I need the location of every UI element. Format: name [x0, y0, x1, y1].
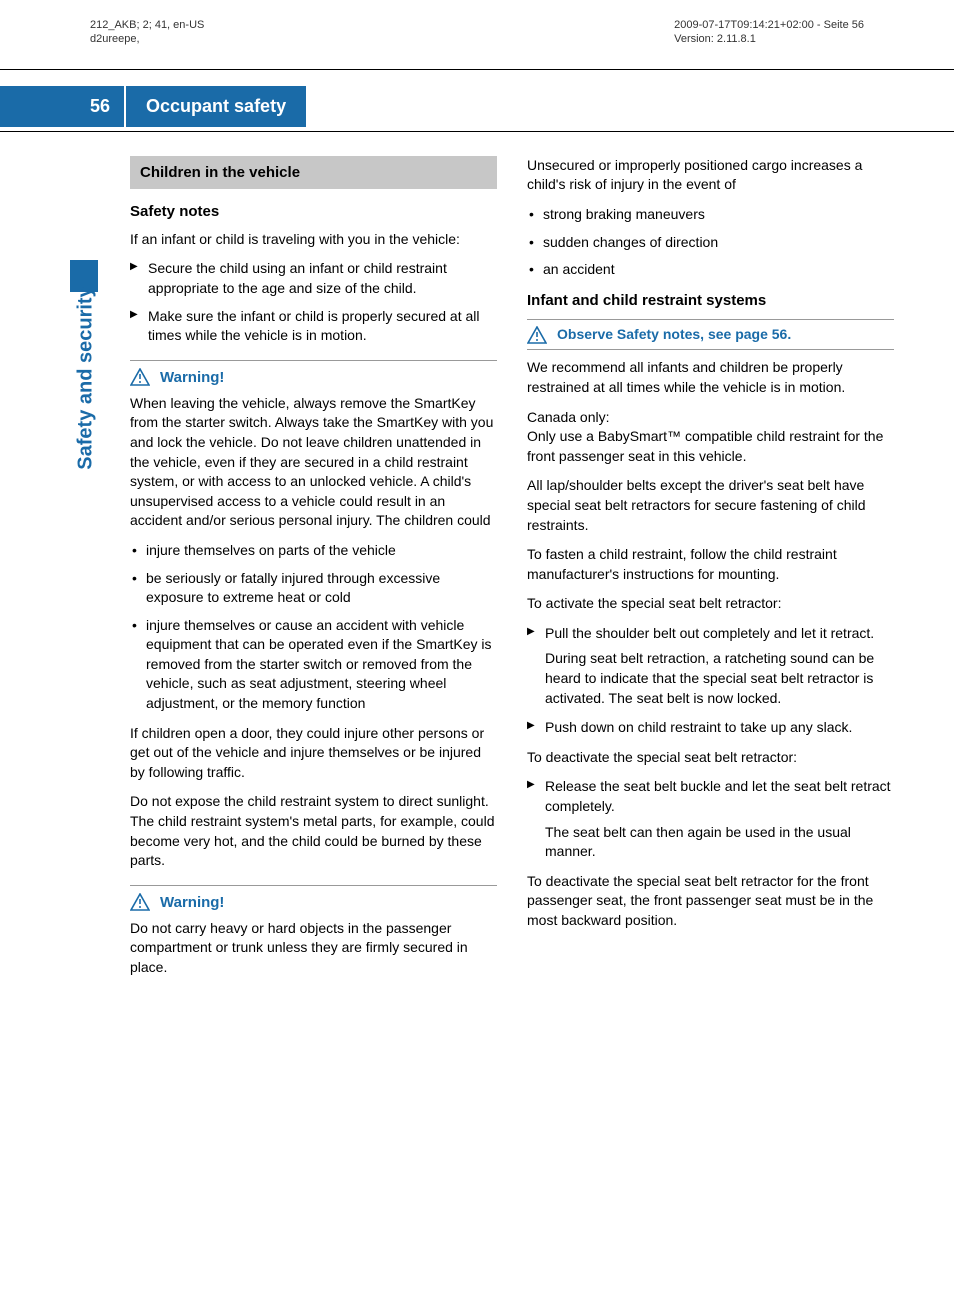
meta-right-line1: 2009-07-17T09:14:21+02:00 - Seite 56: [674, 18, 864, 32]
warning-after1: If children open a door, they could inju…: [130, 724, 497, 783]
warning2-body: Do not carry heavy or hard objects in th…: [130, 919, 497, 978]
activate-steps2: Push down on child restraint to take up …: [527, 718, 894, 738]
observe-note: Observe Safety notes, see page 56.: [527, 319, 894, 351]
warning-icon: [130, 368, 150, 386]
step1-note: During seat belt retraction, a ratchetin…: [527, 649, 894, 708]
subhead-restraint: Infant and child restraint systems: [527, 290, 894, 311]
step-item: Make sure the infant or child is properl…: [130, 307, 497, 346]
meta-left: 212_AKB; 2; 41, en-US d2ureepe,: [90, 18, 204, 47]
p4: To fasten a child restraint, follow the …: [527, 545, 894, 584]
meta-left-line2: d2ureepe,: [90, 32, 204, 46]
p6: To deactivate the special seat belt retr…: [527, 748, 894, 768]
intro-text: If an infant or child is traveling with …: [130, 230, 497, 250]
p7: To deactivate the special seat belt retr…: [527, 872, 894, 931]
top-bullets: strong braking maneuvers sudden changes …: [527, 205, 894, 280]
page-number: 56: [0, 86, 126, 127]
p5: To activate the special seat belt retrac…: [527, 594, 894, 614]
warning-body: When leaving the vehicle, always remove …: [130, 394, 497, 531]
step-item: Secure the child using an infant or chil…: [130, 259, 497, 298]
step-item: Release the seat belt buckle and let the…: [527, 777, 894, 816]
bullet-item: injure themselves or cause an accident w…: [130, 616, 497, 714]
warning-icon: [130, 893, 150, 911]
steps-list: Secure the child using an infant or chil…: [130, 259, 497, 345]
p2a: Canada only:: [527, 409, 610, 425]
meta-right: 2009-07-17T09:14:21+02:00 - Seite 56 Ver…: [674, 18, 864, 47]
chapter-title: Occupant safety: [126, 86, 306, 127]
bullet-item: strong braking maneuvers: [527, 205, 894, 225]
meta-right-line2: Version: 2.11.8.1: [674, 32, 864, 46]
step3-note: The seat belt can then again be used in …: [527, 823, 894, 862]
warning-heading: Warning!: [130, 360, 497, 388]
observe-text: Observe Safety notes, see page 56.: [557, 325, 791, 345]
warning-heading: Warning!: [130, 885, 497, 913]
side-tab: Safety and security: [70, 260, 98, 470]
step-item: Push down on child restraint to take up …: [527, 718, 894, 738]
bullet-item: an accident: [527, 260, 894, 280]
meta-left-line1: 212_AKB; 2; 41, en-US: [90, 18, 204, 32]
warning-label: Warning!: [160, 892, 224, 913]
bullet-item: injure themselves on parts of the vehicl…: [130, 541, 497, 561]
p2: Canada only: Only use a BabySmart™ compa…: [527, 408, 894, 467]
left-column: Children in the vehicle Safety notes If …: [130, 156, 497, 988]
p2b: Only use a BabySmart™ compatible child r…: [527, 428, 883, 464]
subhead-safety-notes: Safety notes: [130, 201, 497, 222]
bullet-item: be seriously or fatally injured through …: [130, 569, 497, 608]
rule-top: [0, 69, 954, 70]
p3: All lap/shoulder belts except the driver…: [527, 476, 894, 535]
deactivate-steps: Release the seat belt buckle and let the…: [527, 777, 894, 816]
p1: We recommend all infants and children be…: [527, 358, 894, 397]
step-item: Pull the shoulder belt out completely an…: [527, 624, 894, 644]
warning-icon: [527, 326, 547, 344]
bullet-item: sudden changes of direction: [527, 233, 894, 253]
content: Children in the vehicle Safety notes If …: [0, 132, 954, 988]
header-meta: 212_AKB; 2; 41, en-US d2ureepe, 2009-07-…: [0, 0, 954, 47]
page-header: 56 Occupant safety: [0, 86, 954, 127]
activate-steps: Pull the shoulder belt out completely an…: [527, 624, 894, 644]
top-para: Unsecured or improperly positioned cargo…: [527, 156, 894, 195]
right-column: Unsecured or improperly positioned cargo…: [527, 156, 894, 988]
warning-bullets: injure themselves on parts of the vehicl…: [130, 541, 497, 714]
warning-after2: Do not expose the child restraint system…: [130, 792, 497, 870]
side-tab-label: Safety and security: [72, 286, 100, 469]
warning-label: Warning!: [160, 367, 224, 388]
section-bar: Children in the vehicle: [130, 156, 497, 189]
